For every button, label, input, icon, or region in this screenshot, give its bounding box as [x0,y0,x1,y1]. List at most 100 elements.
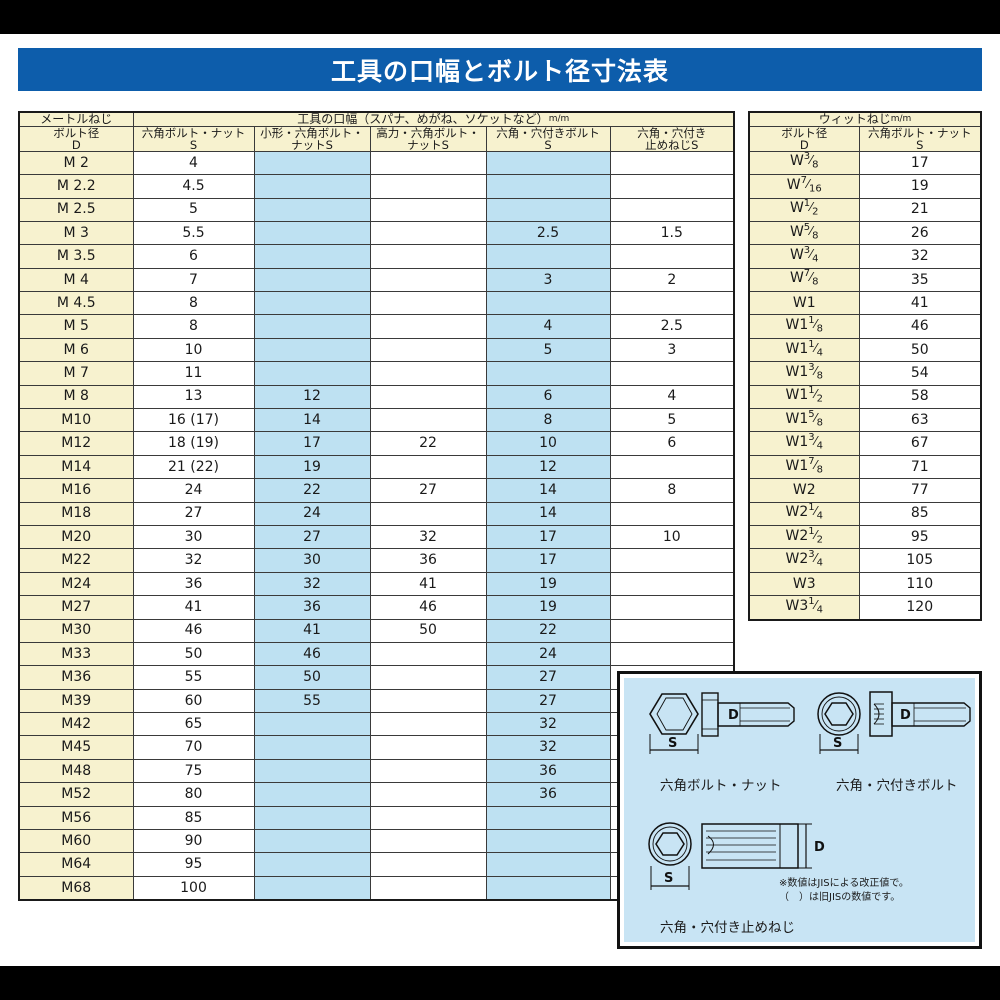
jis-note-line1: ※数値はJISによる改正値で。 [779,878,909,889]
metric-cell-small-hex-bolt-nut [253,314,371,339]
metric-cell-bolt-diameter: M60 [18,829,134,854]
metric-cell-high-strength-hex-bolt-nut [369,805,487,831]
metric-col-high-strength-hex: 高力・六角ボルト・ ナットS [369,125,487,152]
metric-cell-set-screw: 6 [609,431,735,456]
table-row: M14 21 (22) 19 12 [18,454,735,480]
metric-cell-set-screw [609,641,735,667]
metric-cell-small-hex-bolt-nut: 46 [253,641,371,667]
metric-cell-bolt-diameter: M52 [18,782,134,807]
table-row: W11⁄4 50 [748,337,982,363]
metric-col-1-line1: 六角ボルト・ナット [141,126,246,140]
metric-cell-set-screw [609,548,735,573]
metric-cell-hex-bolt-nut: 13 [132,384,255,410]
metric-cell-set-screw [609,244,735,269]
metric-cell-socket-head-bolt [485,244,611,269]
jis-note-line2: （ ）は旧JISの数値です。 [779,891,901,903]
whitworth-cell-hex-bolt-nut: 120 [858,595,982,621]
metric-cell-hex-bolt-nut: 41 [132,595,255,620]
metric-cell-set-screw [609,197,735,222]
metric-cell-bolt-diameter: M10 [18,408,134,433]
table-row: W23⁄4 105 [748,548,982,573]
metric-cell-bolt-diameter: M16 [18,478,134,503]
whitworth-table-body: W3⁄8 17 W7⁄16 19 W1⁄2 21 W5⁄8 26 W3⁄4 32 W7⁄8 35 W1 4… [748,150,982,621]
metric-cell-hex-bolt-nut: 7 [132,267,255,293]
metric-cell-socket-head-bolt: 19 [485,595,611,620]
metric-cell-bolt-diameter: M 7 [18,361,134,386]
svg-text:S: S [833,736,842,751]
metric-cell-socket-head-bolt [485,805,611,831]
metric-cell-hex-bolt-nut: 6 [132,244,255,269]
whitworth-cell-hex-bolt-nut: 63 [858,408,982,433]
whitworth-cell-hex-bolt-nut: 85 [858,501,982,526]
metric-cell-set-screw: 4 [609,384,735,410]
metric-cell-socket-head-bolt [485,174,611,199]
whitworth-cell-bolt-diameter: W1 [748,291,860,316]
metric-cell-small-hex-bolt-nut [253,337,371,363]
metric-cell-small-hex-bolt-nut [253,829,371,854]
table-row: M 6 10 5 3 [18,337,735,363]
metric-cell-socket-head-bolt: 14 [485,501,611,526]
metric-cell-high-strength-hex-bolt-nut [369,735,487,760]
metric-cell-small-hex-bolt-nut: 24 [253,501,371,526]
metric-cell-high-strength-hex-bolt-nut [369,758,487,784]
metric-cell-small-hex-bolt-nut [253,220,371,246]
whitworth-cell-bolt-diameter: W7⁄16 [748,174,860,199]
whitworth-cell-hex-bolt-nut: 32 [858,244,982,269]
metric-cell-high-strength-hex-bolt-nut [369,665,487,690]
diagram-label-set-screw: 六角・穴付き止めねじ [660,920,795,936]
metric-cell-small-hex-bolt-nut: 50 [253,665,371,690]
svg-text:D: D [814,840,825,855]
table-row: W21⁄4 85 [748,501,982,526]
whitworth-group-header-row: ウィットねじm/m [748,111,982,127]
metric-cell-socket-head-bolt: 4 [485,314,611,339]
whitworth-cell-bolt-diameter: W5⁄8 [748,220,860,246]
metric-cell-high-strength-hex-bolt-nut [369,829,487,854]
metric-cell-small-hex-bolt-nut [253,782,371,807]
whitworth-col-hex-bolt-nut: 六角ボルト・ナット S [858,125,982,152]
metric-cell-set-screw [609,595,735,620]
metric-cell-socket-head-bolt: 24 [485,641,611,667]
whitworth-cell-bolt-diameter: W3 [748,571,860,597]
whitworth-cell-bolt-diameter: W3⁄8 [748,150,860,176]
table-row: M12 18 (19) 17 22 10 6 [18,431,735,456]
metric-cell-bolt-diameter: M33 [18,641,134,667]
metric-cell-hex-bolt-nut: 18 (19) [132,431,255,456]
table-row: W11⁄8 46 [748,314,982,339]
whitworth-group-label: ウィットねじ [818,112,891,126]
whitworth-cell-hex-bolt-nut: 46 [858,314,982,339]
table-row: W3⁄4 32 [748,244,982,269]
metric-group-left: メートルねじ [18,111,134,127]
metric-cell-hex-bolt-nut: 10 [132,337,255,363]
metric-cell-small-hex-bolt-nut: 55 [253,688,371,714]
whitworth-cell-hex-bolt-nut: 35 [858,267,982,293]
table-row: M 2.5 5 [18,197,735,222]
metric-cell-bolt-diameter: M22 [18,548,134,573]
metric-cell-high-strength-hex-bolt-nut [369,291,487,316]
whitworth-cell-bolt-diameter: W21⁄2 [748,524,860,550]
whitworth-thread-table: ウィットねじm/m ボルト径 D 六角ボルト・ナット S [748,111,982,621]
metric-cell-small-hex-bolt-nut: 41 [253,618,371,643]
metric-cell-small-hex-bolt-nut [253,875,371,901]
whitworth-cell-hex-bolt-nut: 54 [858,361,982,386]
metric-table-grid: メートルねじ 工具の口幅（スパナ、めがね、ソケットなど）m/m ボルト径 D 六… [18,111,736,902]
metric-cell-high-strength-hex-bolt-nut [369,852,487,877]
metric-cell-bolt-diameter: M30 [18,618,134,643]
metric-cell-bolt-diameter: M 2.2 [18,174,134,199]
whitworth-col-1-line1: 六角ボルト・ナット [868,126,972,140]
metric-group-right-label: 工具の口幅（スパナ、めがね、ソケットなど） [297,112,549,126]
metric-cell-hex-bolt-nut: 60 [132,688,255,714]
metric-cell-bolt-diameter: M45 [18,735,134,760]
metric-col-set-screw: 六角・穴付き 止めねじS [609,125,735,152]
metric-cell-small-hex-bolt-nut: 36 [253,595,371,620]
metric-cell-socket-head-bolt: 2.5 [485,220,611,246]
metric-cell-small-hex-bolt-nut [253,291,371,316]
whitworth-cell-hex-bolt-nut: 17 [858,150,982,176]
metric-cell-hex-bolt-nut: 100 [132,875,255,901]
metric-cell-high-strength-hex-bolt-nut [369,314,487,339]
metric-cell-high-strength-hex-bolt-nut [369,244,487,269]
metric-cell-socket-head-bolt: 27 [485,665,611,690]
metric-cell-set-screw: 2.5 [609,314,735,339]
svg-text:S: S [668,736,677,751]
whitworth-col-0-line1: ボルト径 [781,126,828,140]
metric-cell-bolt-diameter: M20 [18,524,134,550]
